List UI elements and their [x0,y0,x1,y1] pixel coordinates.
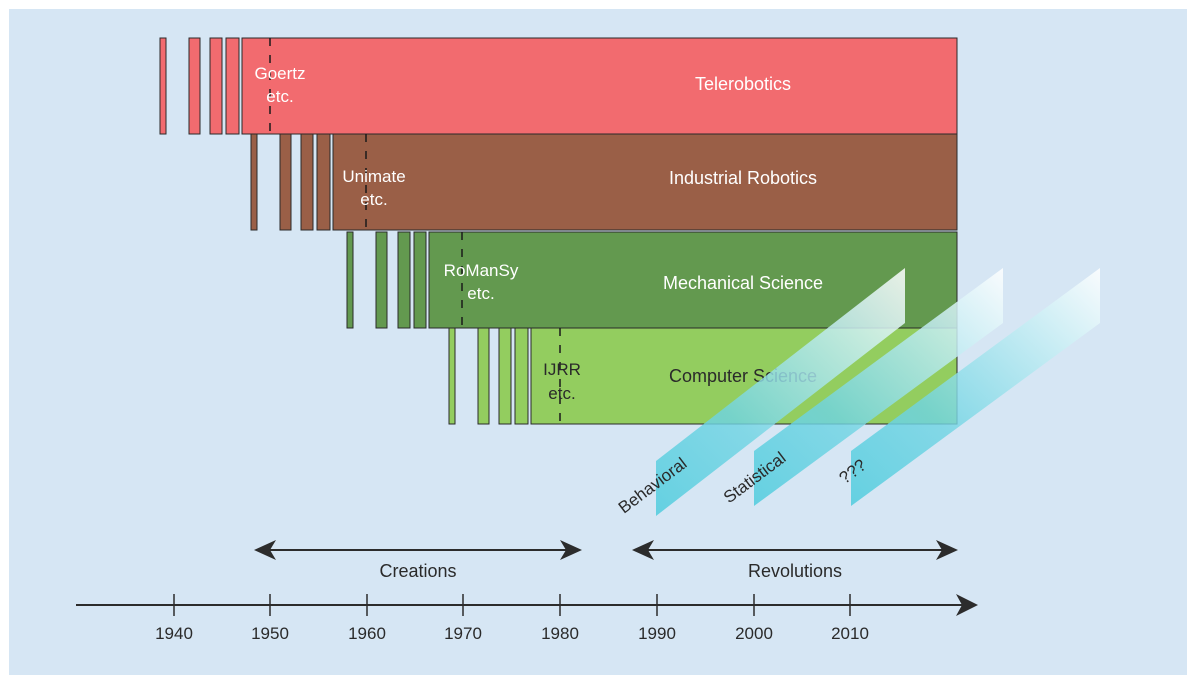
era-main-bar [241,37,958,135]
era-bar [514,327,529,425]
era-bar [346,231,354,329]
era-bar [413,231,427,329]
era-field-label: Industrial Robotics [669,168,817,188]
era-field-label: Mechanical Science [663,273,823,293]
era-milestone-line2: etc. [467,284,494,303]
era-bar [397,231,411,329]
era-bar [159,37,167,135]
era-bar [279,133,292,231]
era-main-bar [332,133,958,231]
era-bar [316,133,331,231]
era-industrial-robotics: Unimate etc. Industrial Robotics [250,133,958,231]
era-milestone-line1: Goertz [254,64,305,83]
revolution-ribbon-behavioral [656,268,905,516]
period-revolutions: Revolutions [632,540,958,581]
arrow-left-head [254,540,276,560]
arrow-right-head [936,540,958,560]
era-milestone-line2: etc. [266,87,293,106]
revolution-ribbon-statistical [754,268,1003,506]
era-bar [209,37,223,135]
era-bar [498,327,512,425]
era-milestone-line1: RoManSy [444,261,519,280]
era-bar [448,327,456,425]
era-bar [477,327,490,425]
arrow-right-head [560,540,582,560]
period-label: Revolutions [748,561,842,581]
era-milestone-line2: etc. [360,190,387,209]
axis-year-label: 2010 [831,624,869,643]
arrow-left-head [632,540,654,560]
era-bar [188,37,201,135]
axis-year-label: 1940 [155,624,193,643]
axis-arrow-head [956,594,978,616]
axis-year-label: 1950 [251,624,289,643]
era-milestone-line1: IJRR [543,360,581,379]
timeline-axis: 1940 1950 1960 1970 1980 1990 2000 2010 [76,594,978,643]
era-bar [300,133,314,231]
era-bar [250,133,258,231]
era-field-label: Telerobotics [695,74,791,94]
axis-year-label: 1970 [444,624,482,643]
period-creations: Creations [254,540,582,581]
era-milestone-line2: etc. [548,384,575,403]
era-mechanical-science: RoManSy etc. Mechanical Science [346,231,958,329]
revolution-ribbon-unknown [851,268,1100,506]
axis-year-label: 1990 [638,624,676,643]
era-bar [375,231,388,329]
axis-year-label: 2000 [735,624,773,643]
period-label: Creations [379,561,456,581]
era-telerobotics: Goertz etc. Telerobotics [159,37,958,135]
era-milestone-line1: Unimate [342,167,405,186]
axis-year-label: 1980 [541,624,579,643]
axis-year-label: 1960 [348,624,386,643]
era-bar [225,37,240,135]
